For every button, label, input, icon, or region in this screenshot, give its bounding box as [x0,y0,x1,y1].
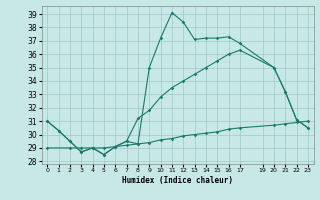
X-axis label: Humidex (Indice chaleur): Humidex (Indice chaleur) [122,176,233,185]
